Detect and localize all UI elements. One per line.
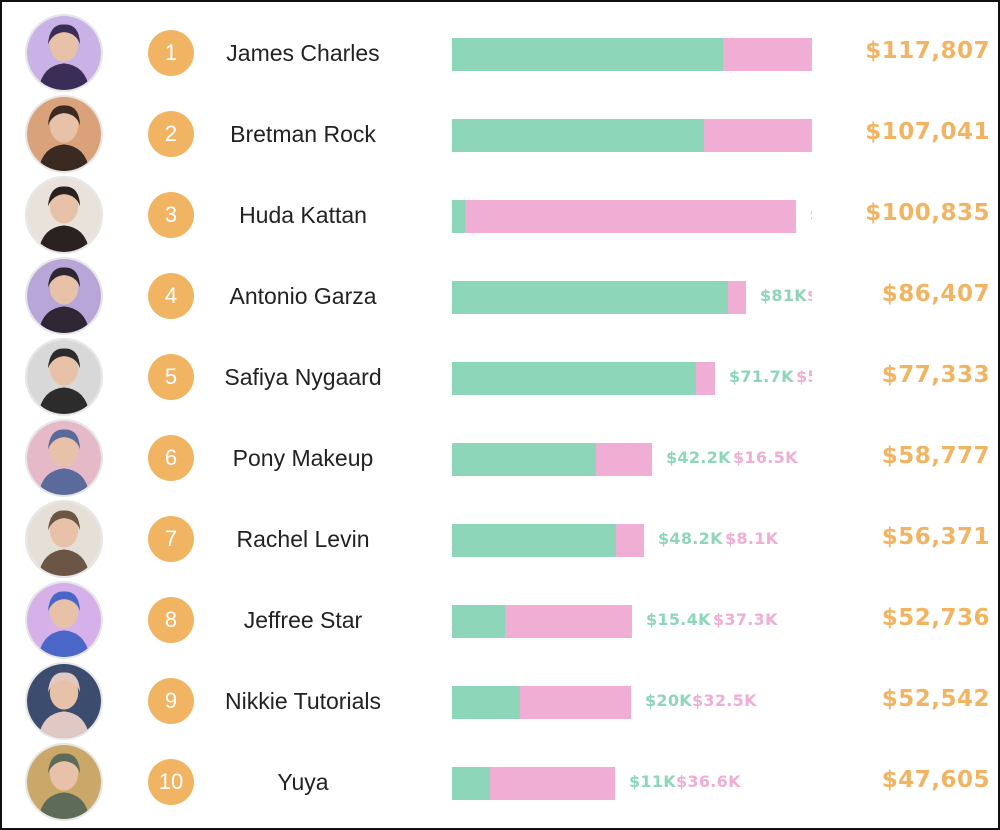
bar-segment-green [452, 686, 520, 719]
bar-label-green: $81K [760, 286, 807, 305]
rank-badge: 1 [148, 30, 194, 76]
avatar-photo [25, 743, 103, 821]
rank-badge: 8 [148, 597, 194, 643]
bar-segment-pink [704, 119, 812, 152]
bar-segment-pink [505, 605, 632, 638]
creator-name: Huda Kattan [239, 202, 367, 228]
bar-label-green: $15.4K [646, 610, 711, 629]
rank-badge: 4 [148, 273, 194, 319]
bar-label-green: $3.8K [810, 205, 812, 224]
avatar-photo [25, 338, 103, 416]
bar-label-green: $71.7K [729, 367, 794, 386]
total-value: $117,807 [865, 38, 990, 64]
avatar-photo [25, 662, 103, 740]
avatar-photo [25, 419, 103, 497]
total-value: $107,041 [865, 119, 990, 145]
ranking-row: 1 James Charles $79.4K$ $117,807 [2, 14, 1000, 95]
rank-badge: 5 [148, 354, 194, 400]
stacked-bar: $3.8K$97K [452, 196, 812, 236]
bar-segment-pink [728, 281, 746, 314]
ranking-row: 2 Bretman Rock $73.8K$ $107,041 [2, 95, 1000, 176]
total-value: $58,777 [881, 443, 990, 469]
bar-segment-pink [596, 443, 652, 476]
ranking-row: 6 Pony Makeup $42.2K $16.5K $58,777 [2, 419, 1000, 500]
stacked-bar: $48.2K $8.1K [452, 520, 812, 560]
rank-badge: 3 [148, 192, 194, 238]
bar-label-green: $48.2K [658, 529, 723, 548]
stacked-bar: $73.8K$ [452, 115, 812, 155]
ranking-row: 3 Huda Kattan $3.8K$97K $100,835 [2, 176, 1000, 257]
creator-name: Safiya Nygaard [224, 364, 382, 390]
bar-segment-pink [490, 767, 615, 800]
total-value: $100,835 [865, 200, 990, 226]
total-value: $56,371 [881, 524, 990, 550]
stacked-bar: $81K$5.4K [452, 277, 812, 317]
avatar-photo [25, 14, 103, 92]
stacked-bar: $42.2K $16.5K [452, 439, 812, 479]
bar-label-pink: $5.6K [796, 367, 812, 386]
total-value: $77,333 [881, 362, 990, 388]
rank-badge: 7 [148, 516, 194, 562]
rank-badge: 9 [148, 678, 194, 724]
ranking-row: 8 Jeffree Star $15.4K $37.3K $52,736 [2, 581, 1000, 662]
creator-name: Jeffree Star [243, 607, 363, 633]
bar-segment-green [452, 281, 728, 314]
avatar-photo [25, 257, 103, 335]
creator-name: Rachel Levin [236, 526, 370, 552]
creator-name: Bretman Rock [230, 121, 376, 147]
bar-label-green: $11K [629, 772, 676, 791]
rank-badge: 2 [148, 111, 194, 157]
ranking-row: 9 Nikkie Tutorials $20K $32.5K $52,542 [2, 662, 1000, 743]
bar-segment-pink [465, 200, 796, 233]
rank-badge: 10 [148, 759, 194, 805]
bar-label-pink: $16.5K [733, 448, 798, 467]
stacked-bar: $71.7K$5.6K [452, 358, 812, 398]
stacked-bar: $20K $32.5K [452, 682, 812, 722]
total-value: $47,605 [881, 767, 990, 793]
avatar-photo [25, 95, 103, 173]
avatar-photo [25, 176, 103, 254]
creator-name: James Charles [226, 40, 380, 66]
bar-segment-green [452, 443, 596, 476]
bar-segment-green [452, 605, 505, 638]
bar-label-pink: $8.1K [725, 529, 779, 548]
bar-segment-pink [616, 524, 644, 557]
bar-label-green: $20K [645, 691, 692, 710]
ranking-row: 4 Antonio Garza $81K$5.4K $86,407 [2, 257, 1000, 338]
bar-segment-green [452, 362, 696, 395]
avatar-photo [25, 581, 103, 659]
bar-label-pink: $37.3K [713, 610, 778, 629]
ranking-row: 7 Rachel Levin $48.2K $8.1K $56,371 [2, 500, 1000, 581]
stacked-bar: $11K $36.6K [452, 763, 812, 803]
bar-segment-green [452, 524, 616, 557]
total-value: $52,736 [881, 605, 990, 631]
bar-segment-green [452, 38, 723, 71]
avatar-photo [25, 500, 103, 578]
total-value: $52,542 [881, 686, 990, 712]
creator-name: Nikkie Tutorials [225, 688, 381, 714]
bar-segment-pink [723, 38, 812, 71]
bar-label-green: $42.2K [666, 448, 731, 467]
bar-segment-green [452, 767, 490, 800]
ranking-row: 5 Safiya Nygaard $71.7K$5.6K $77,333 [2, 338, 1000, 419]
bar-segment-pink [520, 686, 631, 719]
ranking-row: 10 Yuya $11K $36.6K $47,605 [2, 743, 1000, 824]
creator-name: Antonio Garza [229, 283, 377, 309]
stacked-bar: $15.4K $37.3K [452, 601, 812, 641]
bar-label-pink: $36.6K [676, 772, 741, 791]
bar-label-pink: $32.5K [692, 691, 757, 710]
bar-segment-pink [696, 362, 715, 395]
bar-label-pink: $5.4K [807, 286, 812, 305]
total-value: $86,407 [881, 281, 990, 307]
creator-name: Pony Makeup [232, 445, 374, 471]
bar-segment-green [452, 200, 465, 233]
rank-badge: 6 [148, 435, 194, 481]
stacked-bar: $79.4K$ [452, 34, 812, 74]
bar-segment-green [452, 119, 704, 152]
creator-name: Yuya [277, 769, 329, 795]
